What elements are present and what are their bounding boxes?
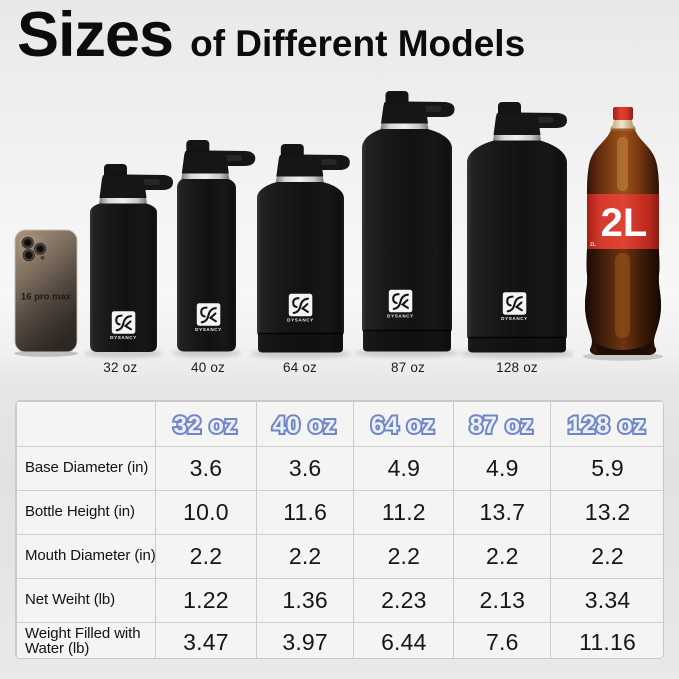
svg-text:64 oz: 64 oz — [371, 412, 435, 439]
svg-text:DYSANCY: DYSANCY — [387, 313, 414, 318]
svg-text:DYSANCY: DYSANCY — [287, 317, 314, 322]
svg-text:2L: 2L — [590, 242, 596, 248]
svg-text:DYSANCY: DYSANCY — [501, 315, 528, 320]
svg-text:2L: 2L — [601, 201, 648, 245]
svg-text:DYSANCY: DYSANCY — [110, 335, 137, 340]
svg-text:32 oz: 32 oz — [173, 412, 237, 439]
svg-text:16 pro max: 16 pro max — [21, 292, 72, 303]
svg-text:DYSANCY: DYSANCY — [195, 326, 222, 331]
svg-text:128 oz: 128 oz — [568, 412, 646, 439]
svg-text:87 oz: 87 oz — [470, 412, 534, 439]
svg-text:40 oz: 40 oz — [273, 412, 337, 439]
